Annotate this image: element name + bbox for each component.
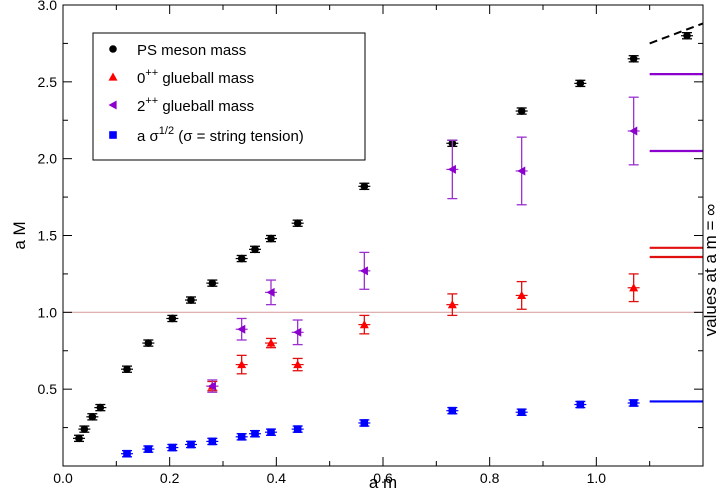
data-point [237,324,246,334]
data-point [207,381,216,391]
x-tick-label: 0.0 [53,470,73,486]
data-point [629,54,638,63]
legend-label-base: 2 [137,98,145,115]
data-point [517,290,527,300]
data-point [96,403,105,412]
x-axis-label: a m [369,473,397,492]
data-point [168,443,177,452]
data-point [576,400,585,409]
legend-label-rest: glueball mass [158,98,254,115]
legend-marker [109,45,117,53]
data-point [683,31,691,40]
legend-label-rest: glueball mass [158,70,254,87]
y-tick-label: 2.5 [38,74,58,90]
data-point [208,437,217,446]
legend-label: a σ1/2 (σ = string tension) [137,125,304,145]
y-axis-label: a M [10,221,29,249]
data-point [359,266,368,276]
data-point [293,425,302,433]
data-point [447,164,456,174]
data-point [447,300,457,309]
data-point [168,314,177,323]
legend-label: 0++ glueball mass [137,67,254,87]
data-point [123,365,131,373]
data-point [448,406,457,415]
data-point [359,320,369,329]
plot-layer [63,22,704,458]
data-point [293,219,302,228]
data-point [251,429,259,438]
legend-label-rest: (σ = string tension) [174,128,304,145]
data-point [517,166,526,176]
legend-marker [109,131,117,139]
legend-label: PS meson mass [137,42,246,59]
data-point [517,408,526,417]
legend-label-base: a σ [137,128,160,145]
x-tick-label: 0.2 [160,470,180,486]
data-point [266,287,275,297]
series-2 [206,96,640,393]
data-point [123,449,131,458]
y-tick-label: 1.0 [38,304,58,320]
extrapolation-line [649,22,704,45]
data-point [251,245,259,254]
series-3 [121,399,640,458]
x-tick-label: 0.4 [267,470,287,486]
data-point [187,440,195,449]
legend-label-sup: ++ [145,67,158,79]
legend-box [92,32,366,161]
legend-marker [108,100,117,110]
y-tick-label: 3.0 [38,0,58,13]
data-point [629,126,638,136]
data-point [267,428,275,436]
x-tick-label: 0.8 [480,470,500,486]
y-tick-label: 2.0 [38,151,58,167]
data-point [517,107,526,115]
data-point [88,413,97,421]
series-0 [73,31,693,443]
data-point [629,399,638,407]
x-tick-label: 1.0 [587,470,607,486]
data-point [237,433,246,441]
legend-marker [108,72,118,81]
data-point [237,360,247,369]
y-tick-label: 1.5 [38,228,58,244]
data-point [75,434,83,443]
legend-label-sup: ++ [145,95,158,107]
right-axis-label: values at a m = ∞ [701,204,720,337]
data-point [144,445,153,453]
data-point [144,339,153,347]
data-point [576,79,585,88]
y-tick-label: 0.5 [38,381,58,397]
data-point [267,234,275,243]
data-point [208,279,217,287]
data-point [360,182,369,191]
data-point [187,296,195,304]
legend-label-sup: 1/2 [159,125,174,137]
x-tick-label: 0.6 [373,470,393,486]
data-point [629,283,639,292]
data-point [80,425,89,433]
data-point [293,360,303,369]
data-point [266,338,276,347]
legend-label: 2++ glueball mass [137,95,254,115]
axes-layer: 0.0 0.2 0.4 0.6 0.8 1.0 0.5 1.0 1.5 2.0 2.5 3.0 [38,0,703,486]
data-point [360,419,369,427]
data-point [237,254,246,263]
data-point [293,327,302,337]
legend-label-base: 0 [137,70,145,87]
